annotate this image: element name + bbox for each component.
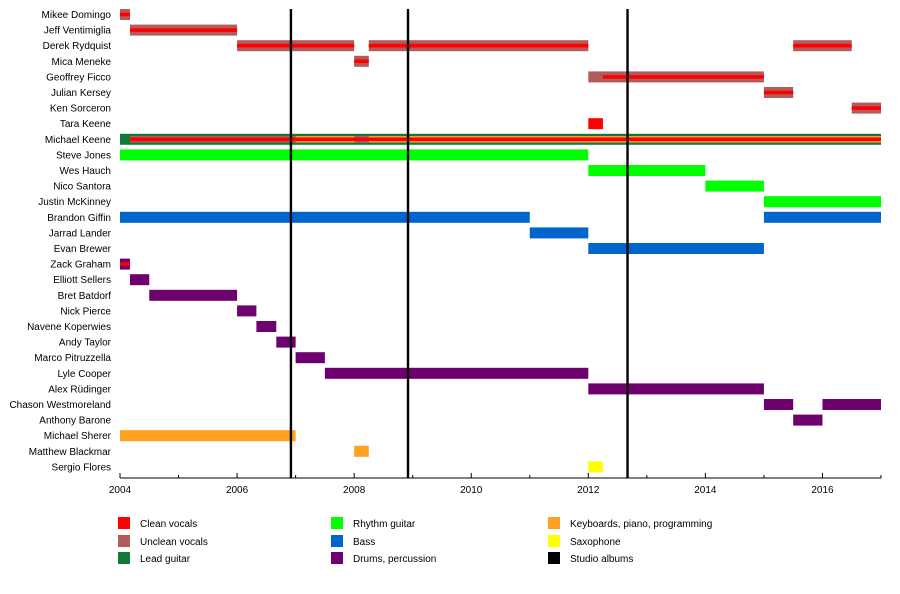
bar-zack-graham-clean-33 [120,262,130,266]
member-label-elliott-sellers: Elliott Sellers [53,275,111,286]
member-label-jeff-ventimiglia: Jeff Ventimiglia [44,26,112,37]
member-label-marco-pitruzzella: Marco Pitruzzella [34,353,111,364]
bar-chason-westmoreland-drums-42 [763,399,794,410]
member-label-brandon-giffin: Brandon Giffin [47,213,111,224]
legend-label-clean: Clean vocals [140,519,197,530]
legend-label-bass: Bass [353,537,375,548]
bar-michael-sherer-keys-45 [120,430,296,442]
member-label-lyle-cooper: Lyle Cooper [57,369,111,380]
bar-brandon-giffin-bass-28 [120,211,530,223]
legend-label-keys: Keyboards, piano, programming [570,519,712,530]
x-tick-label-2006: 2006 [226,485,249,496]
member-label-wes-hauch: Wes Hauch [59,166,111,177]
legend: Clean vocals Unclean vocals Lead guitar Rhy… [118,517,712,565]
member-label-bret-batdorf: Bret Batdorf [58,291,112,302]
bar-marco-pitruzzella-drums-39 [295,352,325,364]
member-label-anthony-barone: Anthony Barone [39,416,111,427]
bar-sergio-flores-sax-47 [588,461,603,473]
member-label-michael-keene: Michael Keene [45,135,112,146]
x-tick-label-2010: 2010 [460,485,483,496]
bar-evan-brewer-bass-31 [588,243,764,254]
legend-label-drums: Drums, percussion [353,554,436,565]
bar-andy-taylor-drums-38 [276,336,296,348]
member-label-michael-sherer: Michael Sherer [44,431,112,442]
member-label-evan-brewer: Evan Brewer [54,244,112,255]
member-label-mica-meneke: Mica Meneke [52,57,112,68]
x-tick-label-2012: 2012 [577,485,600,496]
x-tick-label-2008: 2008 [343,485,366,496]
bar-michael-keene-clean-23 [129,137,881,142]
legend-swatch-drums [331,552,343,564]
legend-swatch-keys [548,517,560,529]
bar-derek-rydquist-clean-5 [237,43,355,48]
x-axis: 2004 2006 2008 2010 2012 2014 2016 [109,473,882,496]
member-label-alex-rudinger: Alex Rüdinger [48,384,111,395]
member-label-tara-keene: Tara Keene [60,119,112,130]
member-label-geoffrey-ficco: Geoffrey Ficco [46,72,111,83]
bar-derek-rydquist-clean-9 [793,43,852,48]
member-label-navene-koperwies: Navene Koperwies [27,322,111,333]
legend-swatch-sax [548,535,560,547]
bar-mica-meneke-clean-11 [354,59,369,64]
bar-jarrad-lander-bass-30 [529,227,589,239]
member-label-jarrad-lander: Jarrad Lander [49,228,112,239]
bar-elliott-sellers-drums-34 [129,274,150,286]
member-label-nico-santora: Nico Santora [53,182,111,193]
bar-anthony-barone-drums-44 [793,414,823,426]
legend-swatch-lead [118,552,130,564]
legend-swatch-rhythm [331,517,343,529]
bar-navene-koperwies-drums-37 [256,321,277,332]
member-label-mikee-domingo: Mikee Domingo [42,10,112,21]
bar-bret-batdorf-drums-35 [149,289,238,301]
legend-label-sax: Saxophone [570,537,621,548]
member-label-nick-pierce: Nick Pierce [60,306,111,317]
bar-julian-kersey-clean-15 [763,90,794,95]
bar-justin-mckinney-rhythm-27 [763,196,881,208]
bar-alex-rudinger-drums-41 [588,383,764,395]
bar-geoffrey-ficco-clean-13 [602,75,764,79]
bar-steve-jones-rhythm-24 [120,149,589,161]
membership-bars [120,9,882,473]
legend-swatch-albums [548,552,560,564]
member-label-justin-mckinney: Justin McKinney [38,197,111,208]
bar-jeff-ventimiglia-clean-3 [129,28,238,32]
legend-label-lead: Lead guitar [140,554,191,565]
legend-swatch-bass [331,535,343,547]
member-label-julian-kersey: Julian Kersey [51,88,111,99]
member-labels: Mikee Domingo Jeff Ventimiglia Derek Rydqu… [9,10,111,473]
bar-lyle-cooper-drums-40 [324,367,589,379]
member-label-steve-jones: Steve Jones [56,150,111,161]
album-lines [289,9,629,478]
member-label-chason-westmoreland: Chason Westmoreland [9,400,111,411]
member-label-derek-rydquist: Derek Rydquist [43,41,112,52]
bar-mikee-domingo-clean-1 [120,12,130,17]
x-tick-label-2014: 2014 [694,485,717,496]
x-tick-label-2004: 2004 [109,485,132,496]
member-label-ken-sorceron: Ken Sorceron [50,104,111,115]
member-label-zack-graham: Zack Graham [50,260,111,271]
legend-label-albums: Studio albums [570,554,633,565]
bar-matthew-blackmar-keys-46 [354,445,369,457]
bar-nico-santora-rhythm-26 [705,180,764,192]
legend-swatch-unclean [118,535,130,547]
legend-label-unclean: Unclean vocals [140,537,208,548]
bar-tara-keene-clean-18 [588,118,603,130]
member-label-matthew-blackmar: Matthew Blackmar [29,447,112,458]
bar-chason-westmoreland-drums-43 [822,399,881,410]
member-label-andy-taylor: Andy Taylor [59,338,112,349]
legend-label-rhythm: Rhythm guitar [353,519,416,530]
member-label-sergio-flores: Sergio Flores [52,462,111,473]
bar-brandon-giffin-bass-29 [763,211,881,223]
bar-nick-pierce-drums-36 [237,305,257,317]
bar-ken-sorceron-clean-17 [851,106,881,110]
legend-swatch-clean [118,517,130,529]
bar-wes-hauch-rhythm-25 [588,165,706,176]
bar-derek-rydquist-clean-7 [368,43,589,48]
x-tick-label-2016: 2016 [811,485,834,496]
